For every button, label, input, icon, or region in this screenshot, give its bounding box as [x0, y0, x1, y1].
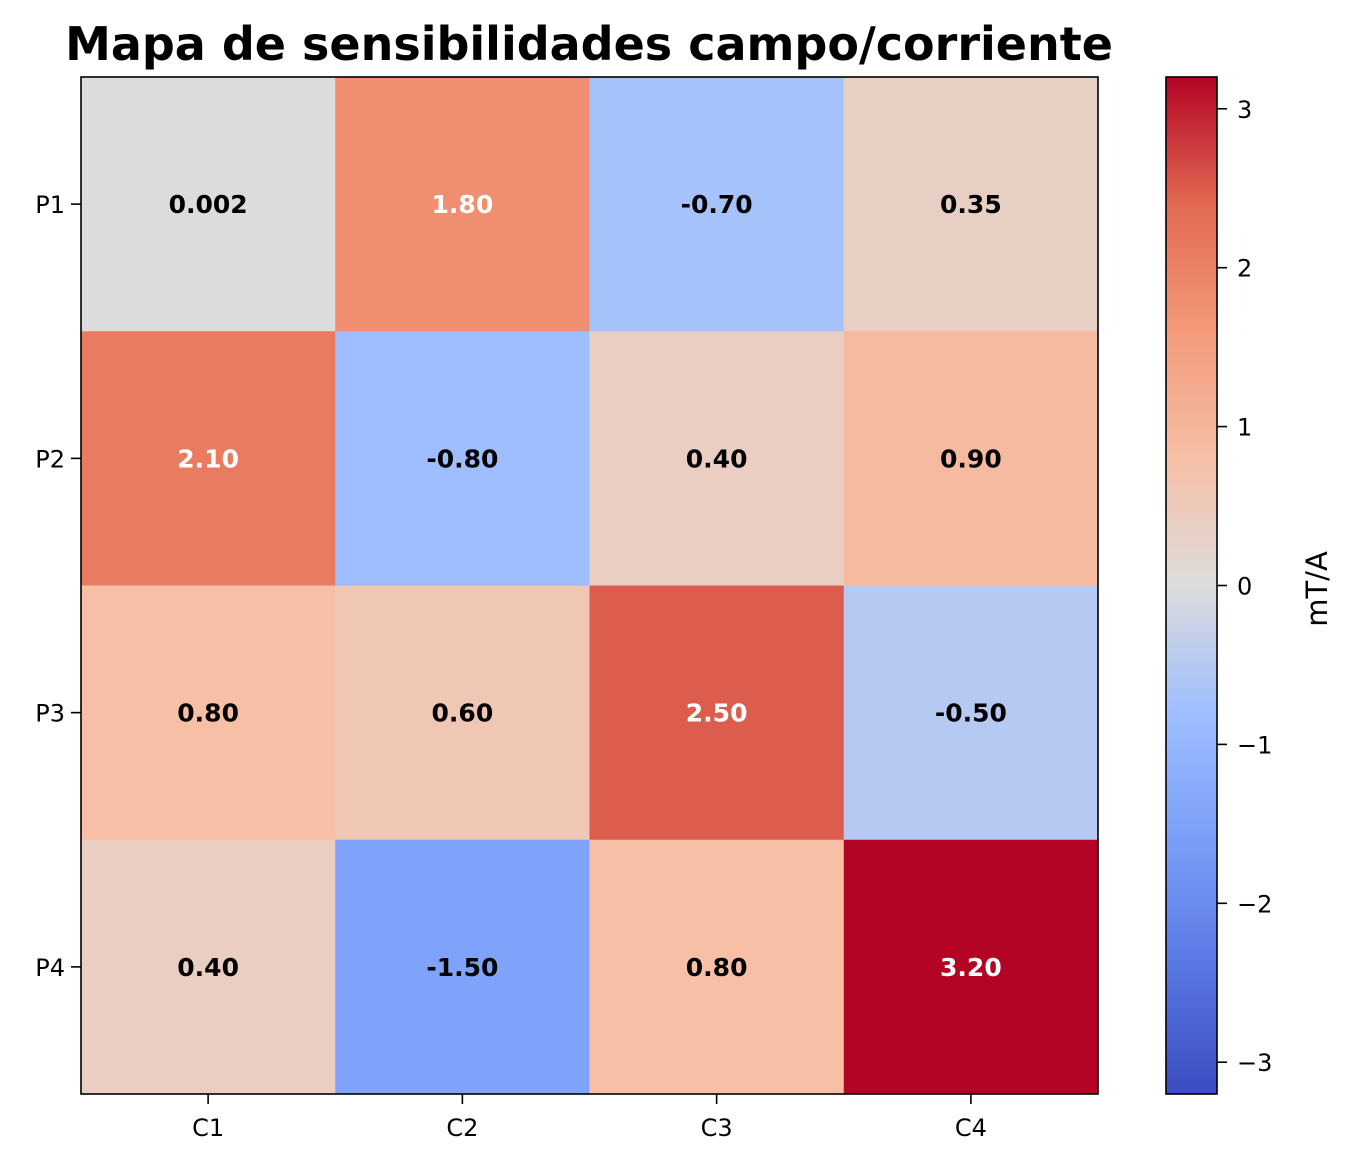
cell-value-label: 0.40	[686, 444, 748, 473]
colorbar-ticks: −3 −2 −1 0 1 2 3	[1217, 96, 1272, 1077]
colorbar	[1165, 76, 1218, 1095]
colorbar-tick-label: −2	[1237, 890, 1272, 918]
colorbar-tick-label: 0	[1237, 573, 1252, 601]
cell-value-label: 0.90	[940, 444, 1002, 473]
cell-value-label: 3.20	[940, 953, 1002, 982]
heatmap-cell	[843, 77, 1099, 332]
heatmap-cell	[81, 839, 336, 1095]
heatmap-cell	[589, 331, 845, 586]
heatmap-cell	[335, 77, 590, 332]
cell-value-label: 0.80	[686, 953, 748, 982]
colorbar-tick-label: 2	[1237, 255, 1252, 283]
y-tick-label: P2	[35, 445, 65, 473]
heatmap-cells	[81, 77, 1099, 1095]
cell-value-label: -0.70	[681, 190, 753, 219]
heatmap-cell	[335, 331, 590, 586]
cell-value-label: -0.80	[426, 444, 498, 473]
heatmap-cell	[335, 585, 590, 841]
colorbar-tick-label: −3	[1237, 1049, 1272, 1077]
heatmap-cell-labels: 0.002 1.80 -0.70 0.35 2.10 -0.80 0.40 0.90 0.80 0…	[169, 190, 1007, 982]
cell-value-label: 0.40	[177, 953, 239, 982]
plot-frame	[80, 76, 1099, 1095]
cell-value-label: -0.50	[935, 699, 1007, 728]
heatmap-cell	[589, 585, 845, 841]
y-tick-label: P3	[35, 700, 65, 728]
x-axis-ticks: C1 C2 C3 C4	[192, 1094, 987, 1142]
heatmap-cell	[843, 839, 1099, 1095]
cell-value-label: 0.002	[169, 190, 248, 219]
heatmap-cell	[81, 585, 336, 841]
heatmap-cell	[843, 331, 1099, 586]
heatmap-cell	[81, 331, 336, 586]
y-axis-ticks: P1 P2 P3 P4	[35, 191, 81, 982]
heatmap-cell	[589, 839, 845, 1095]
heatmap-cell	[589, 77, 845, 332]
colorbar-tick-label: −1	[1237, 731, 1272, 759]
y-tick-label: P4	[35, 954, 65, 982]
colorbar-tick-label: 1	[1237, 414, 1252, 442]
heatmap-cell	[335, 839, 590, 1095]
colorbar-label: mT/A	[1300, 551, 1334, 627]
x-tick-label: C4	[955, 1114, 987, 1142]
heatmap-cell	[843, 585, 1099, 841]
chart-title: Mapa de sensibilidades campo/corriente	[65, 17, 1113, 71]
heatmap-cell	[81, 77, 336, 332]
x-tick-label: C2	[446, 1114, 478, 1142]
y-tick-label: P1	[35, 191, 65, 219]
cell-value-label: 0.80	[177, 699, 239, 728]
cell-value-label: 2.10	[177, 444, 239, 473]
colorbar-tick-label: 3	[1237, 96, 1252, 124]
cell-value-label: 2.50	[686, 699, 748, 728]
cell-value-label: -1.50	[426, 953, 498, 982]
cell-value-label: 0.35	[940, 190, 1002, 219]
cell-value-label: 0.60	[432, 699, 494, 728]
cell-value-label: 1.80	[432, 190, 494, 219]
x-tick-label: C3	[701, 1114, 733, 1142]
x-tick-label: C1	[192, 1114, 224, 1142]
